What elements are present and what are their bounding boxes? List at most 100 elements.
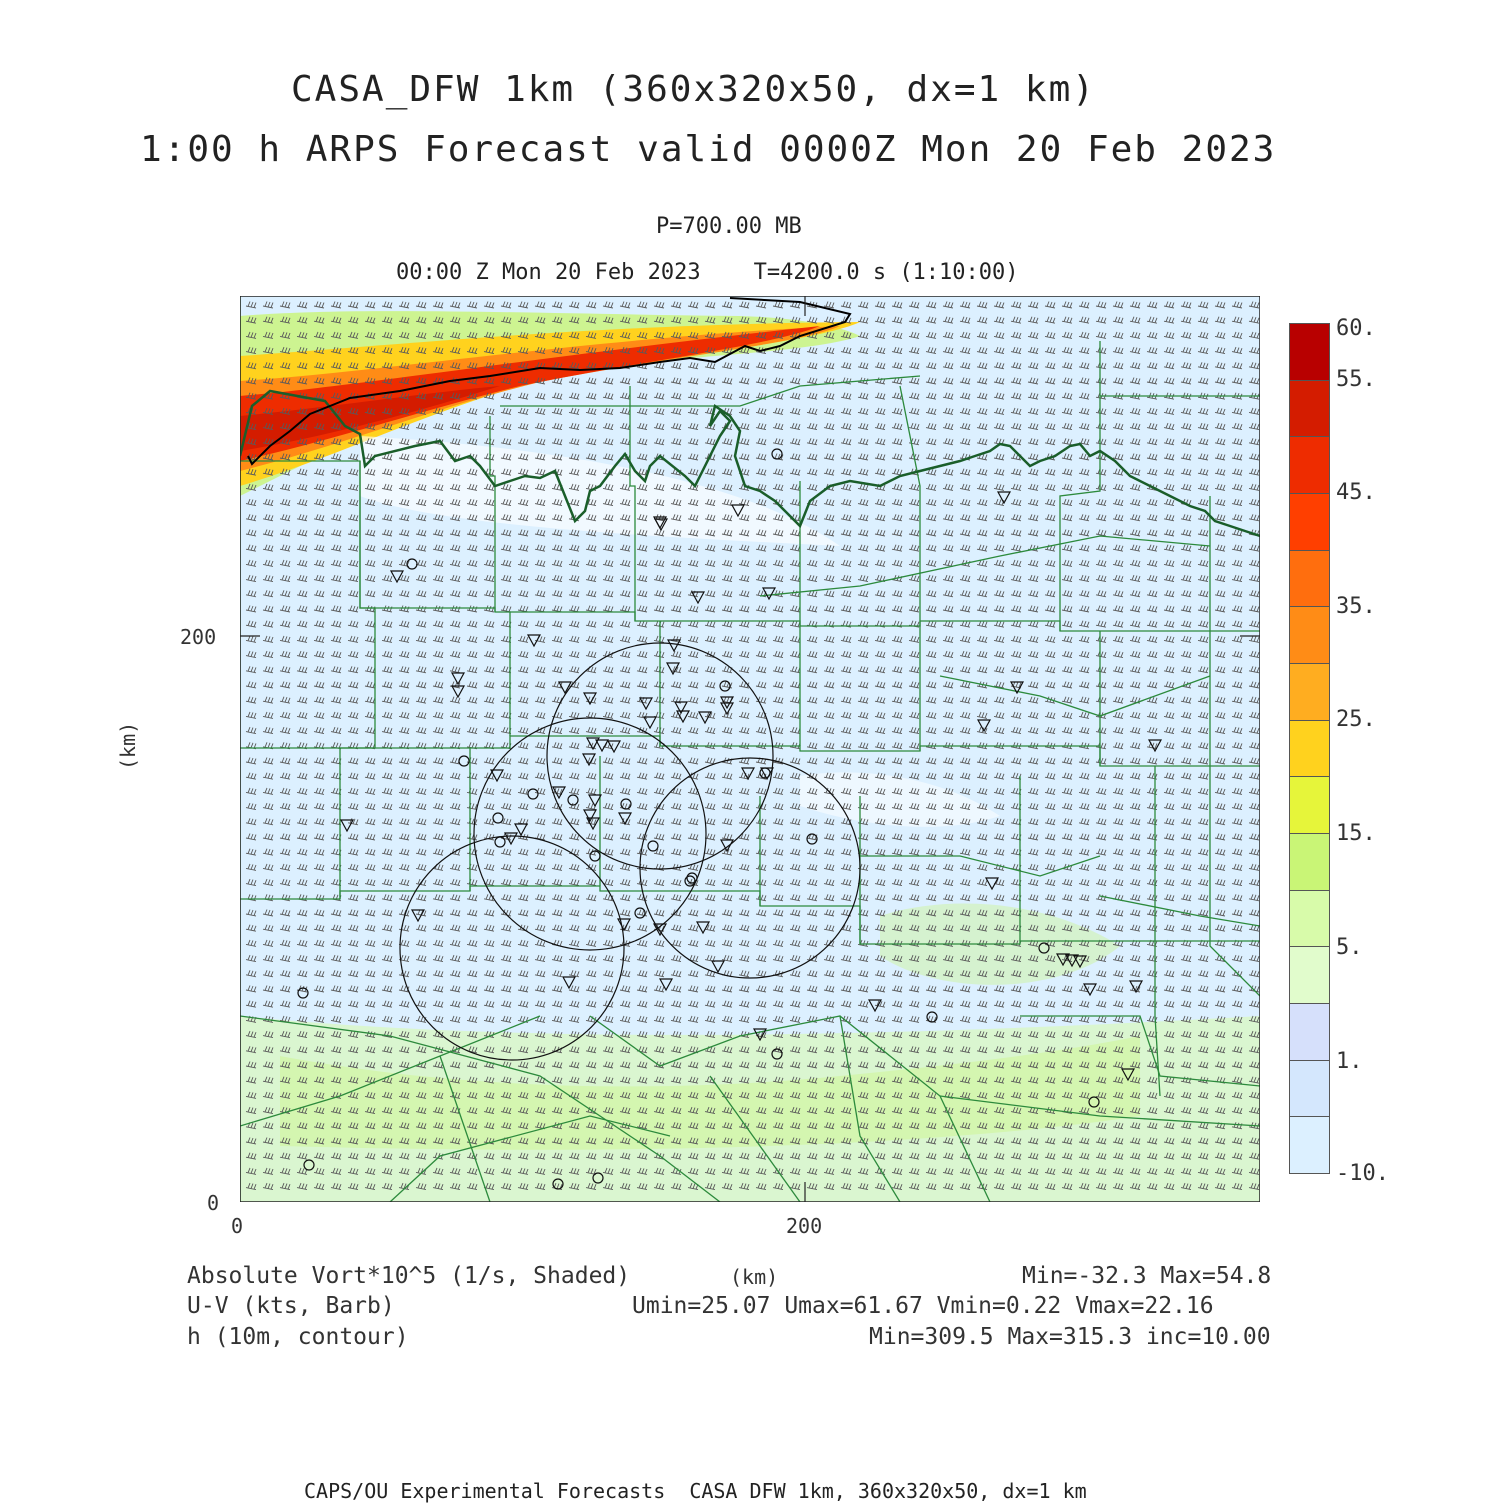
wind-barb bbox=[687, 1182, 699, 1191]
colorbar-segment bbox=[1290, 890, 1329, 948]
wind-barb bbox=[1180, 787, 1192, 795]
wind-barb bbox=[925, 924, 937, 932]
wind-barb bbox=[925, 422, 937, 431]
wind-barb bbox=[279, 544, 291, 552]
wind-barb bbox=[789, 544, 801, 552]
wind-barb bbox=[415, 772, 427, 780]
wind-barb bbox=[432, 559, 444, 567]
wind-barb bbox=[313, 726, 325, 735]
wind-barb bbox=[483, 407, 495, 415]
wind-barb bbox=[534, 666, 546, 674]
wind-barb bbox=[398, 833, 410, 841]
wind-barb bbox=[755, 468, 767, 476]
wind-barb bbox=[1061, 529, 1073, 537]
wind-barb bbox=[772, 407, 784, 415]
wind-barb bbox=[364, 909, 376, 917]
wind-barb bbox=[585, 392, 597, 400]
station-circle bbox=[297, 987, 309, 999]
wind-barb bbox=[330, 863, 342, 871]
wind-barb bbox=[857, 301, 869, 309]
wind-barb bbox=[449, 924, 461, 932]
wind-barb bbox=[976, 301, 988, 309]
wind-barb bbox=[1078, 1061, 1090, 1069]
wind-barb bbox=[653, 1122, 665, 1130]
wind-barb bbox=[500, 1152, 512, 1160]
wind-barb bbox=[585, 848, 597, 856]
wind-barb bbox=[687, 711, 699, 719]
wind-barb bbox=[296, 894, 308, 902]
wind-barb bbox=[772, 605, 784, 613]
wind-barb bbox=[653, 954, 665, 963]
wind-barb bbox=[1010, 544, 1022, 552]
station-triangle bbox=[761, 587, 777, 601]
wind-barb bbox=[840, 331, 852, 339]
wind-barb bbox=[721, 1167, 733, 1175]
wind-barb bbox=[755, 1046, 767, 1054]
wind-barb bbox=[823, 635, 835, 643]
wind-barb bbox=[619, 544, 631, 552]
wind-barb bbox=[432, 848, 444, 856]
wind-barb bbox=[1027, 863, 1039, 871]
wind-barb bbox=[687, 1137, 699, 1145]
wind-barb bbox=[1231, 726, 1243, 735]
wind-barb bbox=[789, 1015, 801, 1023]
wind-barb bbox=[908, 407, 920, 415]
wind-barb bbox=[262, 863, 274, 871]
wind-barb bbox=[976, 605, 988, 613]
wind-barb bbox=[823, 894, 835, 902]
wind-barb bbox=[993, 1046, 1005, 1054]
wind-barb bbox=[619, 742, 631, 750]
wind-barb bbox=[1214, 346, 1226, 355]
wind-barb bbox=[568, 802, 580, 811]
wind-barb bbox=[364, 848, 376, 856]
wind-barb bbox=[415, 407, 427, 415]
wind-barb bbox=[534, 453, 546, 461]
wind-barb bbox=[466, 1076, 478, 1084]
wind-barb bbox=[534, 878, 546, 887]
wind-barb bbox=[1180, 985, 1192, 993]
wind-barb bbox=[1112, 848, 1124, 856]
wind-barb bbox=[449, 544, 461, 552]
wind-barb bbox=[976, 894, 988, 902]
wind-barb bbox=[823, 316, 835, 324]
wind-barb bbox=[568, 681, 580, 689]
wind-barb bbox=[1010, 1182, 1022, 1191]
wind-barb bbox=[891, 1122, 903, 1130]
wind-barb bbox=[1129, 909, 1141, 917]
wind-barb bbox=[806, 590, 818, 598]
wind-barb bbox=[789, 787, 801, 795]
wind-barb bbox=[670, 757, 682, 765]
wind-barb bbox=[517, 772, 529, 780]
wind-barb bbox=[687, 1122, 699, 1130]
wind-barb bbox=[874, 529, 886, 537]
wind-barb bbox=[925, 1182, 937, 1191]
wind-barb bbox=[1112, 711, 1124, 719]
wind-barb bbox=[1180, 742, 1192, 750]
wind-barb bbox=[449, 878, 461, 887]
wind-barb bbox=[1146, 635, 1158, 643]
wind-barb bbox=[602, 878, 614, 887]
wind-barb bbox=[534, 1015, 546, 1023]
wind-barb bbox=[806, 1106, 818, 1115]
wind-barb bbox=[874, 438, 886, 446]
wind-barb bbox=[670, 848, 682, 856]
wind-barb bbox=[806, 1167, 818, 1175]
wind-barb bbox=[636, 468, 648, 476]
wind-barb bbox=[449, 863, 461, 871]
wind-barb bbox=[704, 1076, 716, 1084]
wind-barb bbox=[1180, 407, 1192, 415]
wind-barb bbox=[1214, 878, 1226, 887]
footer-credit: CAPS/OU Experimental Forecasts CASA DFW … bbox=[304, 1479, 1087, 1503]
colorbar-segment bbox=[1290, 380, 1329, 438]
wind-barb bbox=[704, 1167, 716, 1175]
wind-barb bbox=[449, 1015, 461, 1023]
wind-barb bbox=[636, 514, 648, 522]
wind-barb bbox=[1248, 346, 1260, 355]
wind-barb bbox=[942, 681, 954, 689]
wind-barb bbox=[602, 1152, 614, 1160]
wind-barb bbox=[993, 1000, 1005, 1008]
wind-barb bbox=[789, 1091, 801, 1099]
wind-barb bbox=[381, 833, 393, 841]
title-line1: CASA_DFW 1km (360x320x50, dx=1 km) bbox=[291, 69, 1096, 110]
wind-barb bbox=[1044, 483, 1056, 491]
